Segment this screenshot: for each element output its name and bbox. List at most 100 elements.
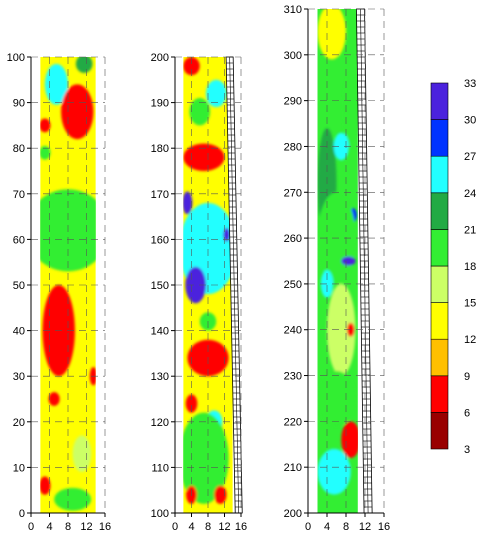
x-tick-label: 0 <box>172 521 178 533</box>
x-tick-label: 8 <box>205 521 211 533</box>
contour-region <box>183 57 200 76</box>
colorbar-label: 30 <box>464 115 476 127</box>
y-tick-label: 30 <box>13 371 25 383</box>
contour-region <box>317 448 351 495</box>
x-tick-label: 16 <box>235 521 247 533</box>
casing-hatch <box>225 56 243 514</box>
y-tick-label: 170 <box>151 189 169 201</box>
y-tick-label: 40 <box>13 326 25 338</box>
contour-region <box>317 370 356 426</box>
y-tick-label: 270 <box>284 187 302 199</box>
contour-region <box>341 256 356 266</box>
contour-region <box>343 73 358 147</box>
colorbar-label: 33 <box>464 78 476 90</box>
y-tick-label: 90 <box>13 98 25 110</box>
colorbar-label: 6 <box>464 407 470 419</box>
y-tick-label: 210 <box>284 462 302 474</box>
panel-depth-100-200: 100 110 120 130 140 150 160 170 180 190 200 0 4 8 12 16 <box>151 52 247 533</box>
colorbar-label: 15 <box>464 298 476 310</box>
y-tick-label: 250 <box>284 279 302 291</box>
colorbar-label: 3 <box>464 444 470 456</box>
x-tick-label: 12 <box>218 521 230 533</box>
contour-region <box>40 118 51 133</box>
y-tick-label: 100 <box>7 52 25 64</box>
colorbar-swatch <box>430 82 449 120</box>
contour-region <box>317 9 346 60</box>
colorbar-swatch <box>430 265 449 303</box>
y-tick-label: 70 <box>13 189 25 201</box>
y-tick-label: 120 <box>151 417 169 429</box>
colorbar-swatch <box>430 412 449 450</box>
x-tick-label: 16 <box>99 521 111 533</box>
y-tick-label: 110 <box>151 462 169 474</box>
colorbar-swatch <box>430 192 449 230</box>
x-tick-label: 16 <box>378 521 390 533</box>
y-tick-label: 130 <box>151 371 169 383</box>
x-tick-label: 0 <box>28 521 34 533</box>
contour-region <box>327 283 356 376</box>
contour-region <box>341 421 358 459</box>
contour-region <box>333 132 349 161</box>
colorbar-label: 12 <box>464 334 476 346</box>
contour-region <box>185 266 206 304</box>
x-tick-label: 12 <box>359 521 371 533</box>
y-tick-label: 200 <box>284 508 302 520</box>
colorbar-legend: 3 6 9 12 15 18 21 24 27 30 33 <box>430 78 476 456</box>
y-tick-label: 300 <box>284 50 302 62</box>
y-tick-label: 230 <box>284 371 302 383</box>
contour-region <box>72 435 92 472</box>
y-tick-label: 200 <box>151 52 169 64</box>
casing-hatch <box>356 8 373 514</box>
contour-region <box>183 143 225 172</box>
contour-region <box>48 392 60 406</box>
colorbar-swatch <box>430 338 449 377</box>
colorbar-swatch <box>430 302 449 340</box>
contour-region <box>223 228 230 242</box>
contour-region <box>183 412 229 504</box>
y-tick-label: 280 <box>284 141 302 153</box>
colorbar-swatch <box>430 155 449 194</box>
y-tick-label: 180 <box>151 143 169 155</box>
y-tick-label: 220 <box>284 416 302 428</box>
x-tick-label: 8 <box>343 521 349 533</box>
x-tick-label: 8 <box>65 521 71 533</box>
contour-region <box>44 63 68 105</box>
contour-region <box>185 394 198 413</box>
x-tick-label: 4 <box>188 521 194 533</box>
colorbar-label: 24 <box>464 188 476 200</box>
y-tick-label: 160 <box>151 234 169 246</box>
contour-region <box>205 79 227 108</box>
x-tick-label: 0 <box>305 521 311 533</box>
contour-region <box>54 487 92 511</box>
y-tick-label: 310 <box>284 4 302 16</box>
contour-region <box>189 98 211 126</box>
y-tick-label: 240 <box>284 325 302 337</box>
y-tick-label: 0 <box>19 508 25 520</box>
colorbar-label: 21 <box>464 224 476 236</box>
y-tick-label: 100 <box>151 508 169 520</box>
contour-region <box>40 145 51 160</box>
contour-region <box>61 84 94 140</box>
colorbar-swatch <box>430 375 449 413</box>
contour-region <box>214 485 227 504</box>
y-tick-label: 290 <box>284 96 302 108</box>
contour-region <box>183 191 193 215</box>
colorbar-swatch <box>430 119 449 157</box>
y-tick-label: 50 <box>13 280 25 292</box>
y-tick-label: 150 <box>151 280 169 292</box>
contour-region <box>40 476 51 495</box>
x-tick-label: 4 <box>46 521 52 533</box>
y-tick-label: 10 <box>13 462 25 474</box>
contour-region <box>75 57 93 73</box>
colorbar-label: 27 <box>464 151 476 163</box>
y-tick-label: 20 <box>13 417 25 429</box>
y-tick-label: 260 <box>284 233 302 245</box>
axes: 100 110 120 130 140 150 160 170 180 190 200 0 4 8 12 16 <box>151 52 247 533</box>
x-tick-label: 4 <box>324 521 330 533</box>
colorbar-swatch <box>430 229 449 267</box>
